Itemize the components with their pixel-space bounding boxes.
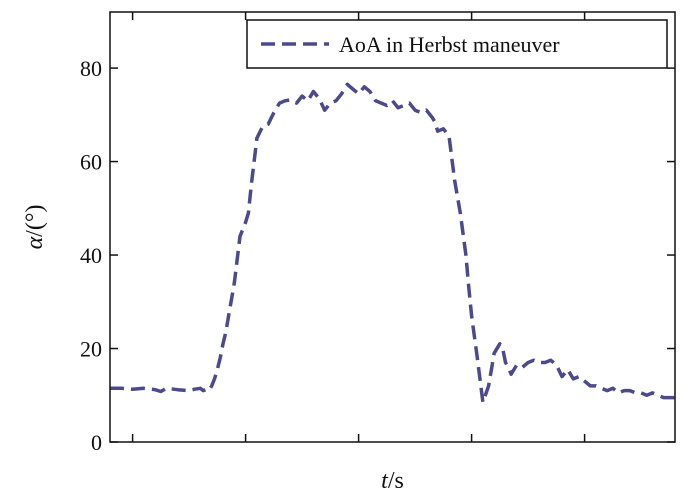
y-axis-label: α/(°) [22, 205, 48, 250]
y-tick-label: 20 [80, 337, 102, 362]
x-axis-label-unit: /s [388, 468, 404, 494]
y-tick-label: 80 [80, 56, 102, 81]
legend: AoA in Herbst maneuver [246, 19, 668, 69]
plot-area [110, 82, 675, 405]
legend-label: AoA in Herbst maneuver [339, 32, 560, 57]
x-axis-label: t/s [381, 468, 404, 494]
series-line-0 [110, 82, 675, 405]
y-tick-label: 40 [80, 243, 102, 268]
y-axis-label-variable: α [22, 236, 48, 249]
y-axis-label-unit: /(°) [22, 205, 48, 237]
y-tick-label: 0 [91, 430, 102, 455]
axes-frame [109, 11, 676, 443]
axes: 0 20 40 60 80 [80, 11, 676, 455]
x-axis-label-variable: t [381, 468, 389, 494]
y-tick-label: 60 [80, 150, 102, 175]
